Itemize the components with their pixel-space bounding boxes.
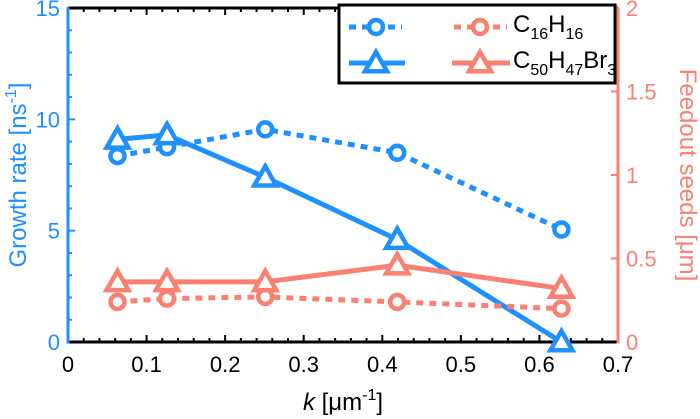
y-left-tick-label: 10	[36, 107, 60, 132]
series-growth-c16h16	[108, 120, 571, 239]
series-feedout-c16h16	[108, 287, 571, 318]
series-line	[117, 262, 562, 292]
data-point-triangle	[546, 326, 577, 353]
y-left-axis-title: Growth rate [ns-1]	[3, 83, 32, 268]
data-point-triangle	[382, 249, 413, 276]
data-point-circle	[108, 146, 127, 166]
legend-marker-growth-c50h47br3	[361, 47, 391, 74]
data-point-triangle	[382, 224, 413, 251]
series-feedout-c50h47br3	[102, 249, 577, 300]
data-point-triangle	[250, 161, 281, 188]
x-tick-label: 0.5	[446, 352, 477, 377]
data-point-triangle	[102, 123, 133, 150]
x-tick-label: 0.3	[288, 352, 319, 377]
x-tick-label: 0.4	[367, 352, 398, 377]
data-point-circle	[552, 299, 571, 318]
x-axis-title: k [μm-1]	[303, 387, 383, 416]
data-point-triangle	[102, 266, 133, 293]
legend-label-c16h16: C16H16	[513, 11, 583, 43]
legend-label-c50h47br3: C50H47Br3	[513, 47, 616, 79]
y-right-tick-label: 0.5	[626, 247, 657, 272]
data-point-circle	[108, 292, 127, 312]
series-line	[117, 126, 563, 232]
data-point-triangle	[250, 266, 281, 293]
data-point-circle	[157, 289, 177, 308]
data-point-circle	[255, 120, 275, 139]
x-tick-label: 0.6	[524, 352, 555, 377]
x-tick-label: 0.7	[603, 352, 634, 377]
legend-marks	[349, 17, 510, 74]
legend-marker-feedout-c16h16	[470, 17, 490, 37]
data-point-circle	[387, 143, 407, 162]
y-right-tick-label: 1	[626, 163, 638, 188]
y-right-tick-label: 0	[626, 330, 638, 355]
data-point-triangle	[152, 119, 182, 146]
legend-marker-feedout-c50h47br3	[465, 47, 495, 74]
series-group	[102, 119, 577, 353]
series-growth-c50h47br3	[102, 119, 577, 353]
data-point-triangle	[546, 273, 577, 300]
y-left-tick-label: 0	[48, 330, 60, 355]
x-tick-label: 0.1	[131, 352, 162, 377]
y-left-tick-label: 15	[36, 0, 60, 21]
y-right-tick-label: 1.5	[626, 80, 657, 105]
y-left-tick-label: 5	[48, 219, 60, 244]
data-point-circle	[387, 292, 407, 312]
series-line	[117, 132, 563, 345]
x-tick-label: 0.2	[210, 352, 241, 377]
x-tick-label: 0	[62, 352, 74, 377]
data-point-circle	[552, 220, 571, 239]
legend: C16H16 C50H47Br3	[337, 3, 617, 85]
y-right-axis-title: Feedout seeds [μm]	[674, 69, 700, 282]
data-point-triangle	[152, 266, 182, 293]
y-right-tick-label: 2	[626, 0, 638, 21]
legend-marker-growth-c16h16	[366, 17, 386, 37]
